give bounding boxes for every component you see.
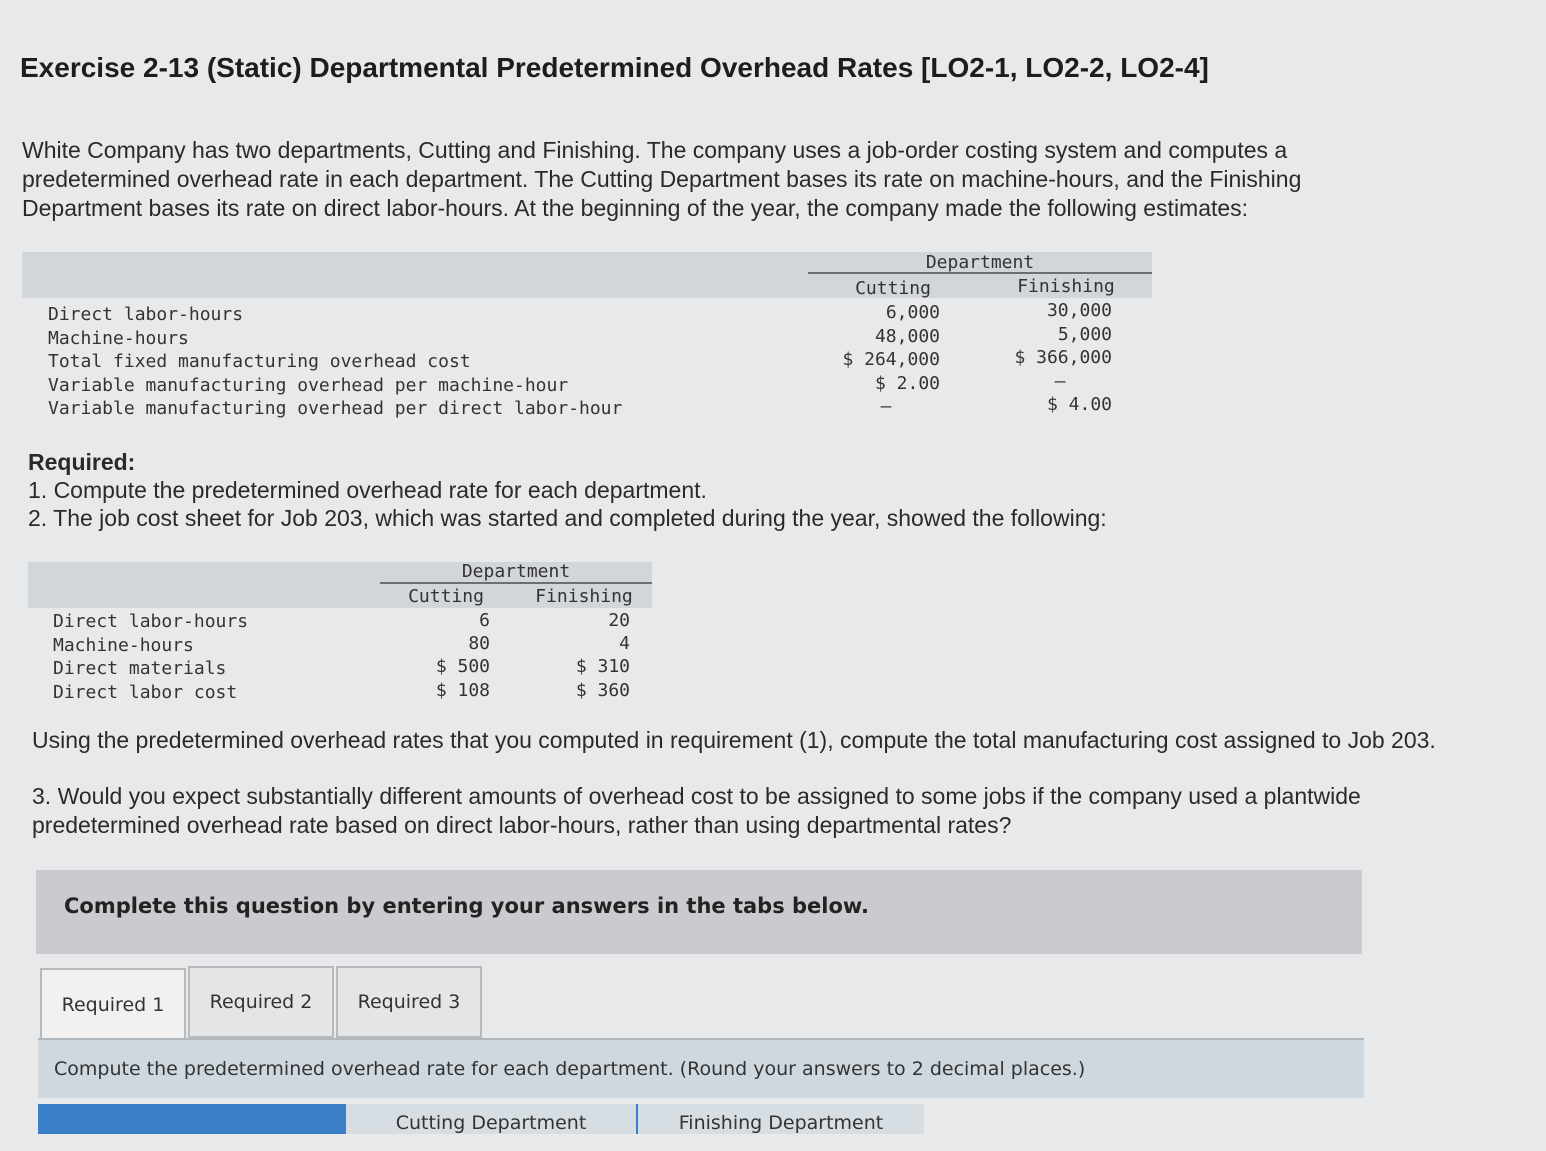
job203-cutting-value: $ 108 — [435, 680, 490, 701]
answer-col-cutting-department: Cutting Department — [346, 1104, 636, 1134]
estimates-row-label: Direct labor-hours — [48, 304, 244, 325]
estimates-cutting-value: 48,000 — [874, 326, 940, 347]
instructions-banner-text: Complete this question by entering your … — [64, 894, 869, 918]
page-title: Exercise 2-13 (Static) Departmental Pred… — [20, 52, 1209, 83]
estimates-row-label: Variable manufacturing overhead per dire… — [48, 398, 623, 419]
job203-row-label: Direct labor cost — [53, 682, 238, 703]
estimates-finishing-value: – — [1054, 371, 1066, 392]
tab-required-2[interactable]: Required 2 — [188, 966, 334, 1038]
job203-row-label: Direct materials — [53, 658, 227, 679]
estimates-row-label: Machine-hours — [48, 328, 189, 349]
estimates-col-finishing: Finishing — [1017, 276, 1115, 297]
estimates-row-label: Total fixed manufacturing overhead cost — [48, 351, 471, 372]
job203-col-finishing: Finishing — [535, 586, 633, 607]
answer-col-finishing-department: Finishing Department — [638, 1104, 924, 1134]
estimates-header-shade — [22, 252, 1152, 298]
tab-panel-instruction: Compute the predetermined overhead rate … — [54, 1058, 1086, 1080]
estimates-cutting-value: $ 264,000 — [842, 349, 940, 370]
problem-intro: White Company has two departments, Cutti… — [22, 137, 1302, 221]
job203-cutting-value: 6 — [479, 610, 490, 631]
instructions-banner — [36, 870, 1362, 954]
job203-department-header: Department — [461, 561, 571, 582]
job203-header-shade — [28, 562, 652, 608]
estimates-col-cutting: Cutting — [855, 278, 931, 299]
estimates-department-header: Department — [925, 252, 1035, 273]
tab-panel-instruction-bar — [38, 1038, 1364, 1098]
required-item-2: 2. The job cost sheet for Job 203, which… — [28, 505, 1107, 531]
job203-col-cutting: Cutting — [408, 586, 484, 607]
estimates-row-label: Variable manufacturing overhead per mach… — [48, 375, 569, 396]
tab-required-1[interactable]: Required 1 — [40, 968, 186, 1040]
job203-group-line — [380, 582, 652, 584]
job203-finishing-value: 20 — [608, 610, 630, 631]
estimates-cutting-value: – — [880, 396, 892, 417]
tab-required-3[interactable]: Required 3 — [336, 966, 482, 1038]
estimates-finishing-value: $ 4.00 — [1046, 394, 1112, 415]
job203-row-label: Machine-hours — [53, 635, 194, 656]
required-section: Required: 1. Compute the predetermined o… — [28, 448, 1107, 532]
job203-cutting-value: $ 500 — [435, 656, 490, 677]
estimates-finishing-value: 5,000 — [1057, 324, 1112, 345]
estimates-cutting-value: 6,000 — [885, 302, 940, 323]
required-heading: Required: — [28, 449, 136, 475]
job203-finishing-value: 4 — [619, 633, 630, 654]
required-item-1: 1. Compute the predetermined overhead ra… — [28, 477, 707, 503]
estimates-group-line — [808, 272, 1152, 274]
estimates-finishing-value: $ 366,000 — [1014, 347, 1112, 368]
job203-cutting-value: 80 — [468, 633, 490, 654]
job203-row-label: Direct labor-hours — [53, 611, 249, 632]
estimates-cutting-value: $ 2.00 — [874, 373, 940, 394]
job203-finishing-value: $ 310 — [575, 656, 630, 677]
job203-finishing-value: $ 360 — [575, 680, 630, 701]
requirement-3-text: 3. Would you expect substantially differ… — [32, 783, 1361, 838]
estimates-finishing-value: 30,000 — [1046, 300, 1112, 321]
requirement-2-text: Using the predetermined overhead rates t… — [32, 727, 1436, 753]
